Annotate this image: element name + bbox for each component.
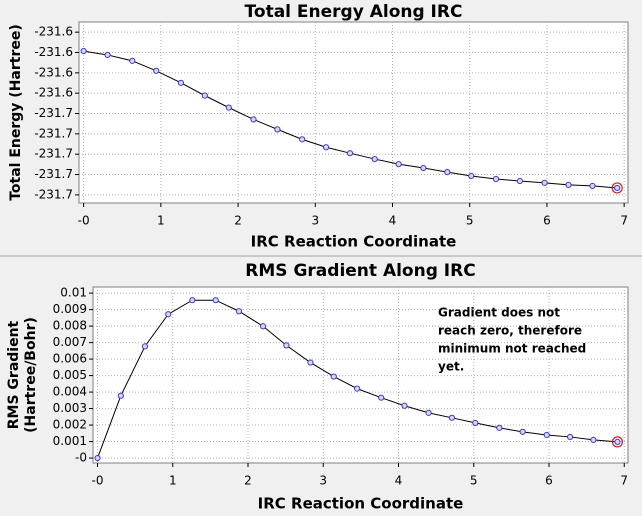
x-tick-label: 7 bbox=[620, 474, 628, 488]
x-tick-label: -0 bbox=[92, 474, 104, 488]
data-point bbox=[189, 297, 196, 304]
data-point bbox=[274, 126, 281, 133]
data-point bbox=[371, 155, 378, 163]
data-point bbox=[541, 179, 548, 186]
x-tick-label: 5 bbox=[470, 474, 478, 488]
data-point bbox=[283, 342, 290, 349]
x-tick-label: 2 bbox=[244, 474, 252, 488]
y-tick-label: -231.6 bbox=[34, 45, 73, 59]
data-point bbox=[153, 67, 160, 74]
y-tick-label: -231.6 bbox=[34, 86, 73, 100]
x-tick-label: 2 bbox=[234, 214, 242, 228]
data-point bbox=[201, 92, 208, 99]
data-point bbox=[235, 308, 243, 315]
y-tick-label: -231.7 bbox=[34, 167, 73, 181]
data-point bbox=[165, 311, 172, 318]
chart-title: RMS Gradient Along IRC bbox=[245, 261, 475, 281]
annotation: minimum not reached bbox=[438, 342, 586, 356]
data-point bbox=[80, 47, 87, 55]
data-point bbox=[492, 175, 500, 183]
y-tick-label: -0 bbox=[75, 451, 87, 465]
data-point bbox=[566, 433, 574, 441]
y-tick-label: 0.008 bbox=[53, 319, 87, 333]
annotation: Gradient does not bbox=[438, 306, 560, 320]
annotation: yet. bbox=[438, 360, 464, 374]
chart-title: Total Energy Along IRC bbox=[245, 2, 463, 22]
y-tick-label: -231.7 bbox=[34, 147, 73, 161]
data-point bbox=[543, 431, 550, 439]
x-tick-label: 3 bbox=[311, 214, 319, 228]
data-point bbox=[94, 454, 101, 462]
data-point bbox=[346, 150, 354, 157]
y-tick-label: 0.001 bbox=[53, 434, 87, 448]
data-point bbox=[330, 373, 337, 380]
x-tick-label: 4 bbox=[395, 474, 403, 488]
data-point bbox=[614, 438, 621, 445]
x-tick-label: 6 bbox=[543, 214, 551, 228]
x-tick-label: -0 bbox=[78, 214, 90, 228]
x-tick-label: 1 bbox=[157, 214, 165, 228]
data-point bbox=[354, 385, 361, 392]
data-point bbox=[425, 409, 432, 416]
x-tick-label: 3 bbox=[319, 474, 327, 488]
data-point bbox=[565, 181, 572, 188]
data-point bbox=[250, 116, 257, 123]
data-point bbox=[259, 323, 267, 330]
data-point bbox=[468, 172, 475, 180]
data-point bbox=[299, 136, 306, 143]
y-tick-label: -231.7 bbox=[34, 187, 73, 201]
data-point bbox=[516, 177, 523, 185]
y-tick-label: -231.6 bbox=[34, 65, 73, 79]
data-point bbox=[590, 436, 597, 444]
data-point bbox=[420, 164, 427, 172]
y-tick-label: 0.006 bbox=[53, 352, 87, 366]
x-axis-label: IRC Reaction Coordinate bbox=[258, 495, 464, 513]
data-point bbox=[378, 394, 385, 401]
plot-area bbox=[78, 21, 629, 204]
y-tick-label: -231.6 bbox=[34, 25, 73, 39]
data-point bbox=[472, 419, 479, 427]
data-point bbox=[589, 182, 596, 190]
y-tick-label: 0.003 bbox=[53, 401, 87, 415]
y-tick-label: -231.7 bbox=[34, 106, 73, 120]
x-tick-label: 5 bbox=[466, 214, 474, 228]
data-point bbox=[395, 161, 402, 168]
y-tick-label: 0.004 bbox=[53, 385, 87, 399]
y-tick-label: 0.007 bbox=[53, 335, 87, 349]
y-tick-label: 0.009 bbox=[53, 302, 87, 316]
x-tick-label: 7 bbox=[620, 214, 628, 228]
data-point bbox=[129, 57, 136, 64]
data-point bbox=[496, 424, 503, 431]
data-point bbox=[401, 402, 408, 409]
highlight-ring bbox=[611, 182, 623, 194]
highlight-ring bbox=[611, 436, 624, 448]
x-tick-label: 1 bbox=[169, 474, 177, 488]
data-point bbox=[117, 392, 124, 399]
data-point bbox=[104, 51, 111, 59]
data-point bbox=[307, 359, 314, 366]
y-tick-label: 0.01 bbox=[60, 286, 87, 300]
x-tick-label: 4 bbox=[389, 214, 397, 228]
y-tick-label: 0.002 bbox=[53, 418, 87, 432]
y-tick-label: -231.7 bbox=[34, 126, 73, 140]
data-point bbox=[614, 184, 621, 192]
data-point bbox=[225, 104, 232, 111]
y-axis-label: Total Energy (Hartree) bbox=[8, 24, 24, 201]
x-axis-label: IRC Reaction Coordinate bbox=[251, 233, 457, 251]
data-point bbox=[444, 168, 451, 176]
annotation: reach zero, therefore bbox=[438, 324, 582, 338]
y-axis-label: (Hartree/Bohr) bbox=[23, 317, 39, 433]
data-point bbox=[177, 79, 185, 86]
data-point bbox=[141, 343, 149, 350]
y-tick-label: 0.005 bbox=[53, 368, 87, 382]
data-point bbox=[519, 428, 526, 435]
data-point bbox=[448, 414, 456, 421]
data-point bbox=[322, 144, 330, 151]
x-tick-label: 6 bbox=[545, 474, 553, 488]
data-point bbox=[212, 297, 219, 304]
y-axis-label: RMS Gradient bbox=[6, 320, 22, 429]
